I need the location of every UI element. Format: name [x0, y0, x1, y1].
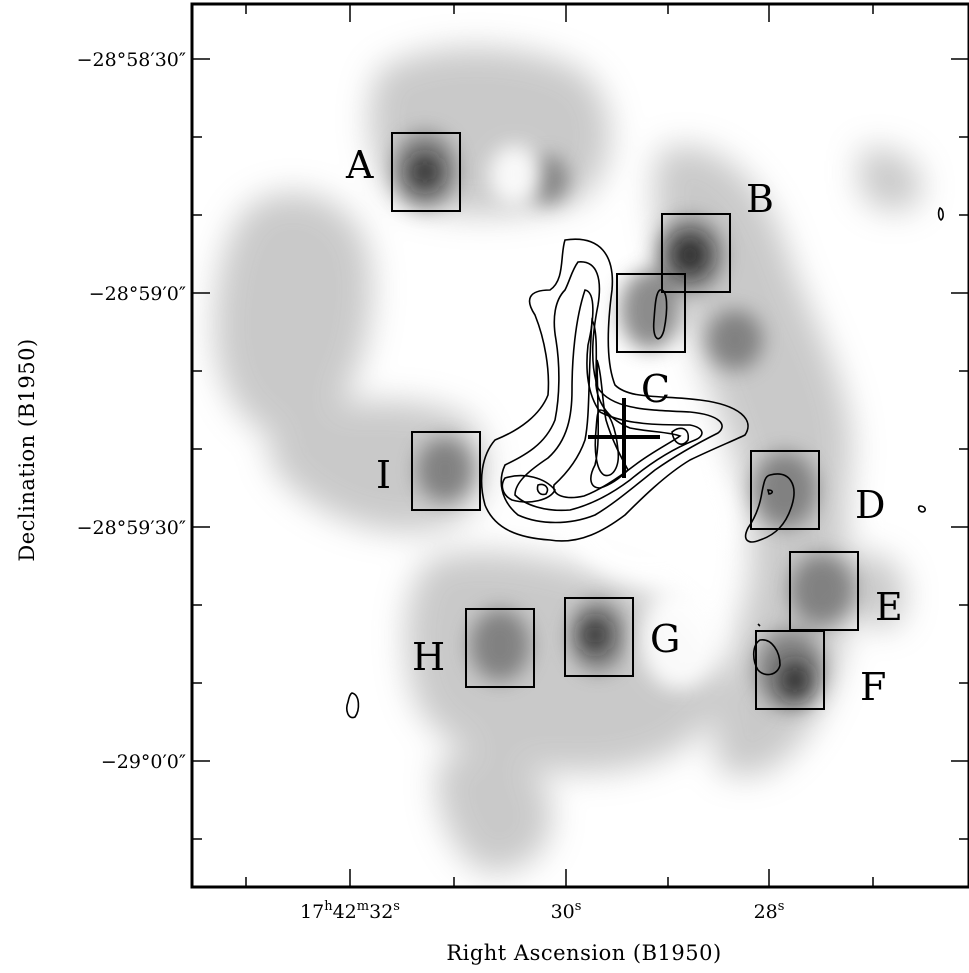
region-box-d	[750, 450, 820, 530]
region-box-g	[564, 597, 634, 677]
region-label-d: D	[855, 483, 885, 527]
greyscale-emission-map	[215, 47, 922, 872]
x-tick-label-2: 30s	[551, 899, 582, 923]
region-label-h: H	[412, 635, 445, 679]
region-label-c: C	[641, 367, 670, 411]
region-box-a	[391, 132, 461, 212]
x-tick-label-3: 28s	[754, 899, 785, 923]
y-tick-label: −28°58′30″	[77, 49, 186, 71]
region-labels: A B C D E F G H I	[345, 143, 903, 709]
central-cross-marker	[588, 398, 660, 478]
x-axis-title: Right Ascension (B1950)	[446, 941, 721, 965]
region-box-b	[661, 213, 731, 293]
region-label-a: A	[345, 143, 374, 187]
y-tick-label: −28°59′30″	[77, 517, 186, 539]
region-box-h	[465, 608, 535, 688]
region-label-f: F	[860, 665, 886, 709]
region-label-i: I	[376, 453, 391, 497]
y-tick-label: −29°0′0″	[101, 751, 186, 773]
x-tick-label-1: 17h42m32s	[300, 899, 400, 923]
x-tick-labels: 17h42m32s 30s 28s	[300, 899, 784, 923]
region-box-i	[411, 431, 481, 511]
region-label-e: E	[875, 585, 903, 629]
region-label-b: B	[746, 177, 774, 221]
region-box-f	[755, 630, 825, 710]
region-boxes	[391, 132, 859, 710]
region-label-g: G	[650, 617, 680, 661]
y-tick-labels: −28°58′30″ −28°59′0″ −28°59′30″ −29°0′0″	[77, 49, 186, 773]
y-axis-title: Declination (B1950)	[15, 338, 39, 561]
plot-frame	[190, 2, 969, 889]
radio-contours	[346, 206, 944, 719]
axis-ticks	[192, 4, 969, 887]
region-box-c	[616, 273, 686, 353]
y-tick-label: −28°59′0″	[89, 283, 186, 305]
